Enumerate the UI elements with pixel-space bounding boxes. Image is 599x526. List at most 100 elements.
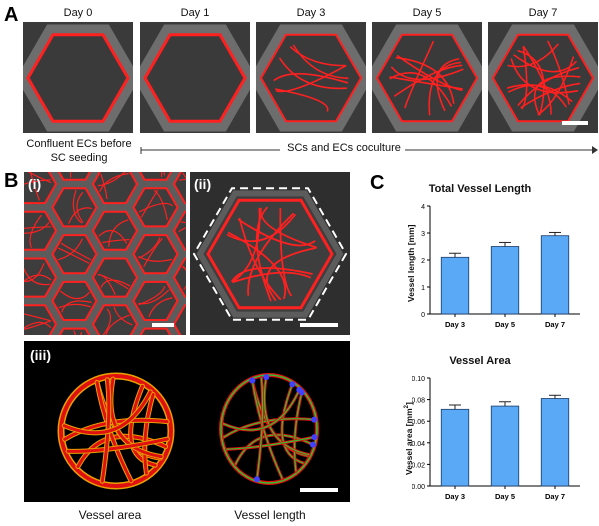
- vessel-branch: [520, 82, 581, 109]
- hex-well: [87, 207, 143, 255]
- y-tick-label: 0.02: [412, 462, 425, 469]
- vessel-branch: [389, 76, 463, 90]
- vessel-branch: [290, 46, 347, 67]
- vessel-branch: [231, 267, 313, 282]
- vessel-branch: [138, 202, 173, 213]
- branch-node: [311, 416, 318, 423]
- vessel-branch: [275, 88, 329, 112]
- caption-vessel-area: Vessel area: [78, 508, 142, 522]
- vessel-branch: [231, 207, 261, 283]
- vessel-branch: [533, 75, 581, 116]
- scale-bar-b-ii: [300, 323, 338, 327]
- vessel-branch: [143, 238, 163, 267]
- vessel-branch: [61, 300, 92, 313]
- vessel-branch: [182, 266, 186, 270]
- hex-vessel-ring: [138, 172, 173, 181]
- day-label-5: Day 5: [412, 7, 442, 19]
- vessel-length-skeleton: [219, 373, 319, 485]
- vessel-branch: [68, 207, 92, 224]
- hex-well: [87, 253, 143, 302]
- branch-node: [253, 476, 260, 483]
- vessel-branch: [61, 242, 91, 261]
- vessel-branch: [428, 61, 462, 116]
- vessel-branch: [292, 44, 349, 79]
- vessel-branch: [105, 314, 130, 335]
- vessel-branch: [510, 58, 579, 94]
- vessel-branch: [24, 226, 51, 229]
- hex-vessel-ring: [259, 33, 363, 123]
- y-tick-label: 0.10: [412, 376, 425, 383]
- vessel-branch: [179, 178, 186, 181]
- vessel-branch: [138, 237, 161, 259]
- hex-vessel-ring: [132, 187, 179, 228]
- vessel-branch: [24, 274, 52, 282]
- vessel-branch: [181, 221, 186, 224]
- vessel-branch: [24, 321, 52, 329]
- hex-vessel-ring: [24, 257, 58, 298]
- hex-well: [87, 300, 143, 335]
- image-b-iii: (iii): [24, 341, 350, 502]
- x-tick-label: Day 5: [495, 320, 515, 329]
- bar-day-3: [440, 256, 470, 315]
- vessel-branch: [108, 219, 129, 247]
- caption-before-seeding: Confluent ECs before SC seeding: [14, 137, 144, 165]
- panel-letter-a: A: [4, 4, 19, 26]
- vessel-branch: [513, 54, 577, 73]
- x-tick-label: Day 3: [445, 492, 465, 501]
- hex-vessel-ring: [51, 187, 98, 228]
- day-label-1: Day 1: [180, 7, 210, 19]
- vessel-branch: [138, 256, 172, 262]
- y-tick-label: 4: [421, 204, 425, 211]
- vessel-branch: [72, 190, 82, 224]
- vessel-branch: [183, 285, 186, 290]
- vessel-branch: [266, 247, 317, 301]
- vessel-branch: [232, 271, 311, 283]
- caption-line-2: SC seeding: [50, 152, 108, 164]
- vessel-branch: [547, 40, 570, 105]
- hex-vessel-ring: [172, 257, 186, 298]
- hex-vessel-ring: [24, 304, 58, 335]
- vessel-branch: [238, 217, 282, 301]
- branch-node: [311, 434, 318, 441]
- vessel-branch: [275, 65, 347, 93]
- x-tick-label: Day 3: [445, 320, 465, 329]
- hex-vessel-ring: [91, 172, 139, 205]
- vessel-branch: [522, 45, 552, 115]
- vessel-branch: [69, 172, 72, 178]
- vessel-branch: [178, 227, 186, 232]
- vessel-branch: [29, 214, 42, 248]
- hex-wall: [140, 24, 250, 132]
- hex-wall: [372, 24, 482, 132]
- vessel-branch: [148, 297, 173, 317]
- vessel-branch: [100, 174, 108, 200]
- vessel-branch: [24, 263, 45, 283]
- vessel-branch: [58, 303, 91, 309]
- vessel-branch: [396, 55, 463, 91]
- vessel-branch: [163, 172, 165, 176]
- vessel-branch: [227, 231, 287, 300]
- vessel-branch: [102, 308, 112, 335]
- vessel-branch: [113, 306, 133, 326]
- vessel-branch: [160, 172, 163, 177]
- vessel-branch: [24, 267, 50, 286]
- hex-vessel-ring: [91, 257, 139, 298]
- vessel-branch: [259, 207, 317, 249]
- hex-vessel-ring: [51, 234, 98, 275]
- branch-node: [263, 374, 270, 381]
- hex-well: [47, 230, 102, 278]
- y-tick-label: 0.04: [412, 441, 425, 448]
- hex-vessel-ring: [172, 210, 186, 251]
- hex-vessel-ring: [172, 172, 186, 205]
- branch-node: [296, 386, 303, 393]
- vessel-branch: [521, 46, 528, 110]
- vessel-branch: [237, 218, 316, 247]
- hex-well: [128, 183, 183, 231]
- x-tick-label: Day 5: [495, 492, 515, 501]
- bar-day-7: [540, 398, 570, 487]
- hex-vessel-ring: [132, 280, 179, 321]
- ylabel-area-sup: 2: [404, 405, 411, 409]
- hex-vessel-ring: [172, 304, 186, 335]
- vessel-branch: [24, 313, 51, 322]
- hex-well: [196, 190, 344, 318]
- bar-day-7: [540, 235, 570, 315]
